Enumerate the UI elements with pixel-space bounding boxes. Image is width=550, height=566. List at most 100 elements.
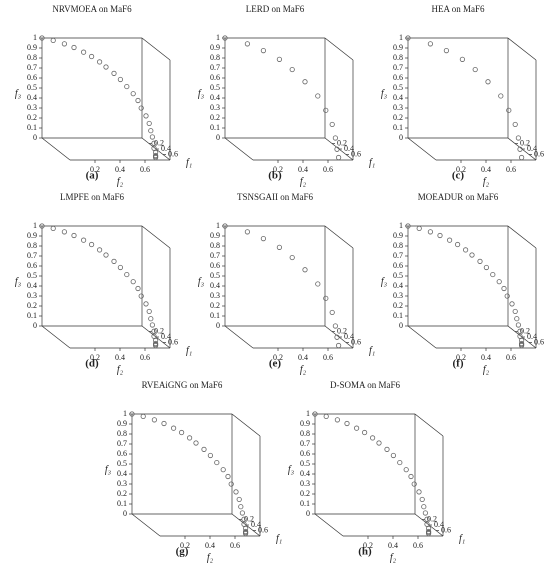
- y-tick-label: 0.2: [90, 353, 100, 362]
- point: [129, 411, 135, 417]
- z-tick-label: 0.4: [300, 469, 310, 478]
- z-tick-label: 0.3: [117, 479, 127, 488]
- point: [361, 429, 368, 436]
- y-axis-label: f₂: [117, 176, 124, 187]
- x-tick-label: 0.2: [244, 514, 254, 523]
- z-tick-label: 0: [399, 133, 403, 142]
- z-tick-label: 0.5: [27, 271, 37, 280]
- x-tick-label: 0.4: [434, 520, 444, 529]
- point: [424, 521, 430, 527]
- x-tick-label: 0.6: [168, 149, 178, 158]
- y-tick-label: 0.6: [140, 165, 150, 174]
- z-tick-label: 0.3: [210, 291, 220, 300]
- point: [427, 229, 433, 235]
- point: [135, 285, 141, 292]
- x-tick-label: 0.6: [534, 149, 544, 158]
- z-tick-label: 0.6: [210, 261, 220, 270]
- z-tick-label: 0.9: [300, 419, 310, 428]
- z-tick-label: 0: [306, 509, 310, 518]
- chart-title: LERD on MaF6: [246, 4, 305, 14]
- z-tick-label: 0.7: [27, 63, 37, 72]
- point: [61, 229, 68, 235]
- point: [171, 425, 177, 431]
- z-axis-label: f₃: [15, 276, 22, 287]
- point: [477, 258, 483, 264]
- point: [138, 105, 144, 111]
- z-tick-label: 0.7: [393, 63, 403, 72]
- y-tick-label: 0.6: [323, 165, 333, 174]
- z-tick-label: 0: [33, 321, 37, 330]
- z-tick-label: 0.1: [393, 123, 403, 132]
- z-tick-label: 0.4: [210, 281, 220, 290]
- y-tick-label: 0.4: [115, 353, 125, 362]
- y-tick-label: 0.2: [180, 541, 190, 550]
- z-axis-label: f₃: [198, 88, 205, 99]
- y-tick-label: 0.4: [298, 165, 308, 174]
- point: [504, 293, 510, 299]
- point: [329, 121, 335, 128]
- x-tick-label: 0.2: [427, 514, 437, 523]
- point: [289, 66, 295, 73]
- y-axis-label: f₂: [207, 552, 214, 563]
- box-edge: [507, 225, 537, 249]
- z-tick-label: 0.6: [393, 261, 403, 270]
- z-tick-label: 0.9: [210, 43, 220, 52]
- y-tick-label: 0.4: [205, 541, 215, 550]
- z-tick-label: 0.1: [117, 499, 127, 508]
- point: [454, 241, 461, 248]
- box-edge: [141, 37, 171, 61]
- point: [437, 232, 443, 239]
- point: [260, 236, 266, 242]
- x-axis-label: f₁: [186, 345, 192, 356]
- point: [140, 413, 146, 420]
- point: [117, 264, 124, 271]
- chart-title: TSNSGAII on MaF6: [237, 192, 314, 202]
- point: [490, 271, 496, 278]
- point: [289, 254, 295, 261]
- box-edge: [414, 413, 444, 437]
- point: [228, 481, 234, 487]
- box-edge: [407, 325, 437, 349]
- y-axis-label: f₂: [483, 364, 490, 375]
- z-tick-label: 0.9: [393, 231, 403, 240]
- y-tick-label: 0.6: [506, 165, 516, 174]
- point: [244, 229, 250, 235]
- point: [138, 293, 144, 299]
- point: [207, 452, 213, 459]
- point: [148, 316, 154, 322]
- z-tick-label: 1: [216, 33, 220, 42]
- panel-label: (f): [453, 358, 464, 370]
- x-tick-label: 0.2: [337, 326, 347, 335]
- point: [443, 47, 449, 54]
- chart-title: HEA on MaF6: [431, 4, 485, 14]
- point: [405, 35, 411, 41]
- z-tick-label: 0.5: [393, 83, 403, 92]
- point: [376, 440, 382, 446]
- point: [408, 473, 414, 480]
- point: [335, 342, 342, 349]
- point: [517, 146, 523, 152]
- point: [496, 279, 502, 285]
- x-tick-label: 0.4: [161, 332, 171, 341]
- point: [143, 113, 149, 119]
- box-edge: [324, 37, 354, 61]
- point: [369, 435, 376, 441]
- x-tick-label: 0.2: [337, 138, 347, 147]
- point: [483, 264, 489, 271]
- chart-title: D-SOMA on MaF6: [330, 380, 401, 390]
- box-edge: [224, 137, 254, 161]
- point: [397, 459, 403, 466]
- point: [512, 308, 518, 315]
- point: [344, 420, 350, 427]
- point: [130, 279, 136, 285]
- point: [241, 521, 247, 527]
- z-tick-label: 0.9: [117, 419, 127, 428]
- z-tick-label: 0.1: [27, 311, 37, 320]
- chart-title: LMPFE on MaF6: [60, 192, 125, 202]
- point: [103, 252, 109, 258]
- point: [236, 496, 242, 503]
- point: [411, 481, 417, 487]
- z-tick-label: 0.6: [393, 73, 403, 82]
- point: [422, 510, 428, 516]
